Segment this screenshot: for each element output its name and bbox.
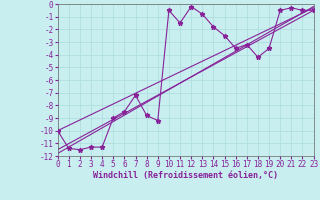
X-axis label: Windchill (Refroidissement éolien,°C): Windchill (Refroidissement éolien,°C): [93, 171, 278, 180]
